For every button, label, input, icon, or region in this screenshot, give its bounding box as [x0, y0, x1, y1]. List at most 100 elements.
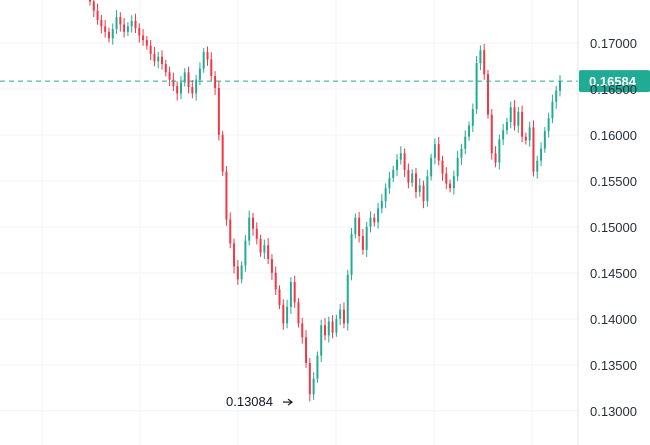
candle-body — [468, 125, 471, 137]
candle-body — [471, 109, 474, 126]
candle — [316, 351, 319, 383]
y-tick-label: 0.15000 — [590, 220, 637, 235]
candle-body — [505, 121, 508, 131]
candle — [274, 266, 277, 296]
candle — [305, 330, 308, 368]
candle — [547, 112, 550, 138]
candle — [559, 75, 561, 97]
candle-body — [320, 325, 323, 356]
candle-body — [289, 282, 292, 307]
candle-body — [104, 26, 107, 32]
candle-body — [422, 185, 425, 202]
candle-body — [206, 52, 209, 60]
candle-body — [176, 86, 179, 94]
candle-body — [517, 111, 520, 126]
candle — [255, 222, 258, 245]
candle — [403, 148, 406, 177]
candle-body — [551, 101, 554, 119]
candle-body — [92, 1, 95, 11]
candle-body — [509, 107, 512, 122]
candle-body — [559, 81, 561, 91]
current-price-badge: 0.16584 — [579, 70, 650, 93]
candle-body — [543, 131, 546, 149]
candle-body — [532, 127, 535, 172]
candle — [361, 228, 364, 255]
candle — [206, 46, 209, 66]
candle — [111, 23, 114, 45]
candle — [251, 212, 254, 236]
candle — [479, 45, 482, 71]
candle — [494, 146, 497, 168]
candle-body — [369, 217, 372, 227]
candle — [119, 12, 122, 32]
candle — [422, 180, 425, 209]
candle — [248, 210, 251, 246]
candle-body — [149, 45, 152, 54]
candle — [399, 146, 402, 165]
candle-body — [407, 169, 410, 183]
y-tick-label: 0.13500 — [590, 358, 637, 373]
candle — [555, 85, 558, 109]
candle-body — [312, 378, 315, 395]
candle — [176, 81, 179, 101]
candle — [138, 23, 141, 43]
candle — [104, 19, 107, 38]
candle — [430, 153, 433, 181]
candle-body — [540, 148, 543, 161]
candle-body — [168, 72, 171, 80]
candle — [532, 120, 535, 177]
candle — [107, 27, 110, 43]
candle-body — [377, 208, 380, 223]
candle — [380, 194, 383, 214]
candle-body — [433, 144, 436, 158]
candle-body — [418, 185, 421, 192]
candle — [551, 94, 554, 124]
candle — [115, 10, 118, 34]
candle — [441, 155, 444, 181]
candle — [524, 132, 527, 145]
candle — [286, 299, 289, 329]
candle-body — [263, 245, 266, 253]
candle-body — [202, 52, 205, 69]
current-price-badge-bg — [579, 70, 650, 93]
candle-body — [502, 130, 505, 140]
candle-body — [441, 160, 444, 174]
candle — [327, 316, 330, 343]
candle — [308, 358, 311, 402]
candle-body — [255, 228, 258, 239]
candle-body — [221, 134, 224, 172]
candle — [134, 13, 137, 34]
candle-body — [555, 90, 558, 102]
candle — [123, 18, 126, 38]
candle — [149, 40, 152, 61]
candle-body — [490, 114, 493, 154]
candle — [324, 318, 326, 341]
candle-body — [282, 305, 285, 324]
candle — [433, 138, 436, 165]
candle-body — [274, 272, 277, 290]
candle — [521, 105, 524, 143]
candle-body — [399, 153, 402, 160]
candle — [396, 154, 399, 177]
candle-body — [229, 219, 232, 244]
candle — [179, 76, 182, 100]
candle-body — [475, 63, 478, 110]
candle — [365, 221, 368, 257]
candle — [369, 211, 372, 233]
candle — [164, 59, 167, 77]
candle-body — [187, 72, 190, 88]
candle — [259, 234, 262, 257]
candle-body — [486, 74, 489, 115]
candle-body — [130, 20, 133, 27]
candle — [350, 227, 353, 281]
candle-body — [460, 148, 463, 158]
candle-body — [483, 50, 486, 75]
candle — [210, 52, 213, 81]
candle — [468, 121, 471, 141]
candle — [464, 130, 467, 155]
candle — [346, 269, 349, 331]
candle — [289, 277, 292, 314]
candle — [475, 56, 478, 114]
